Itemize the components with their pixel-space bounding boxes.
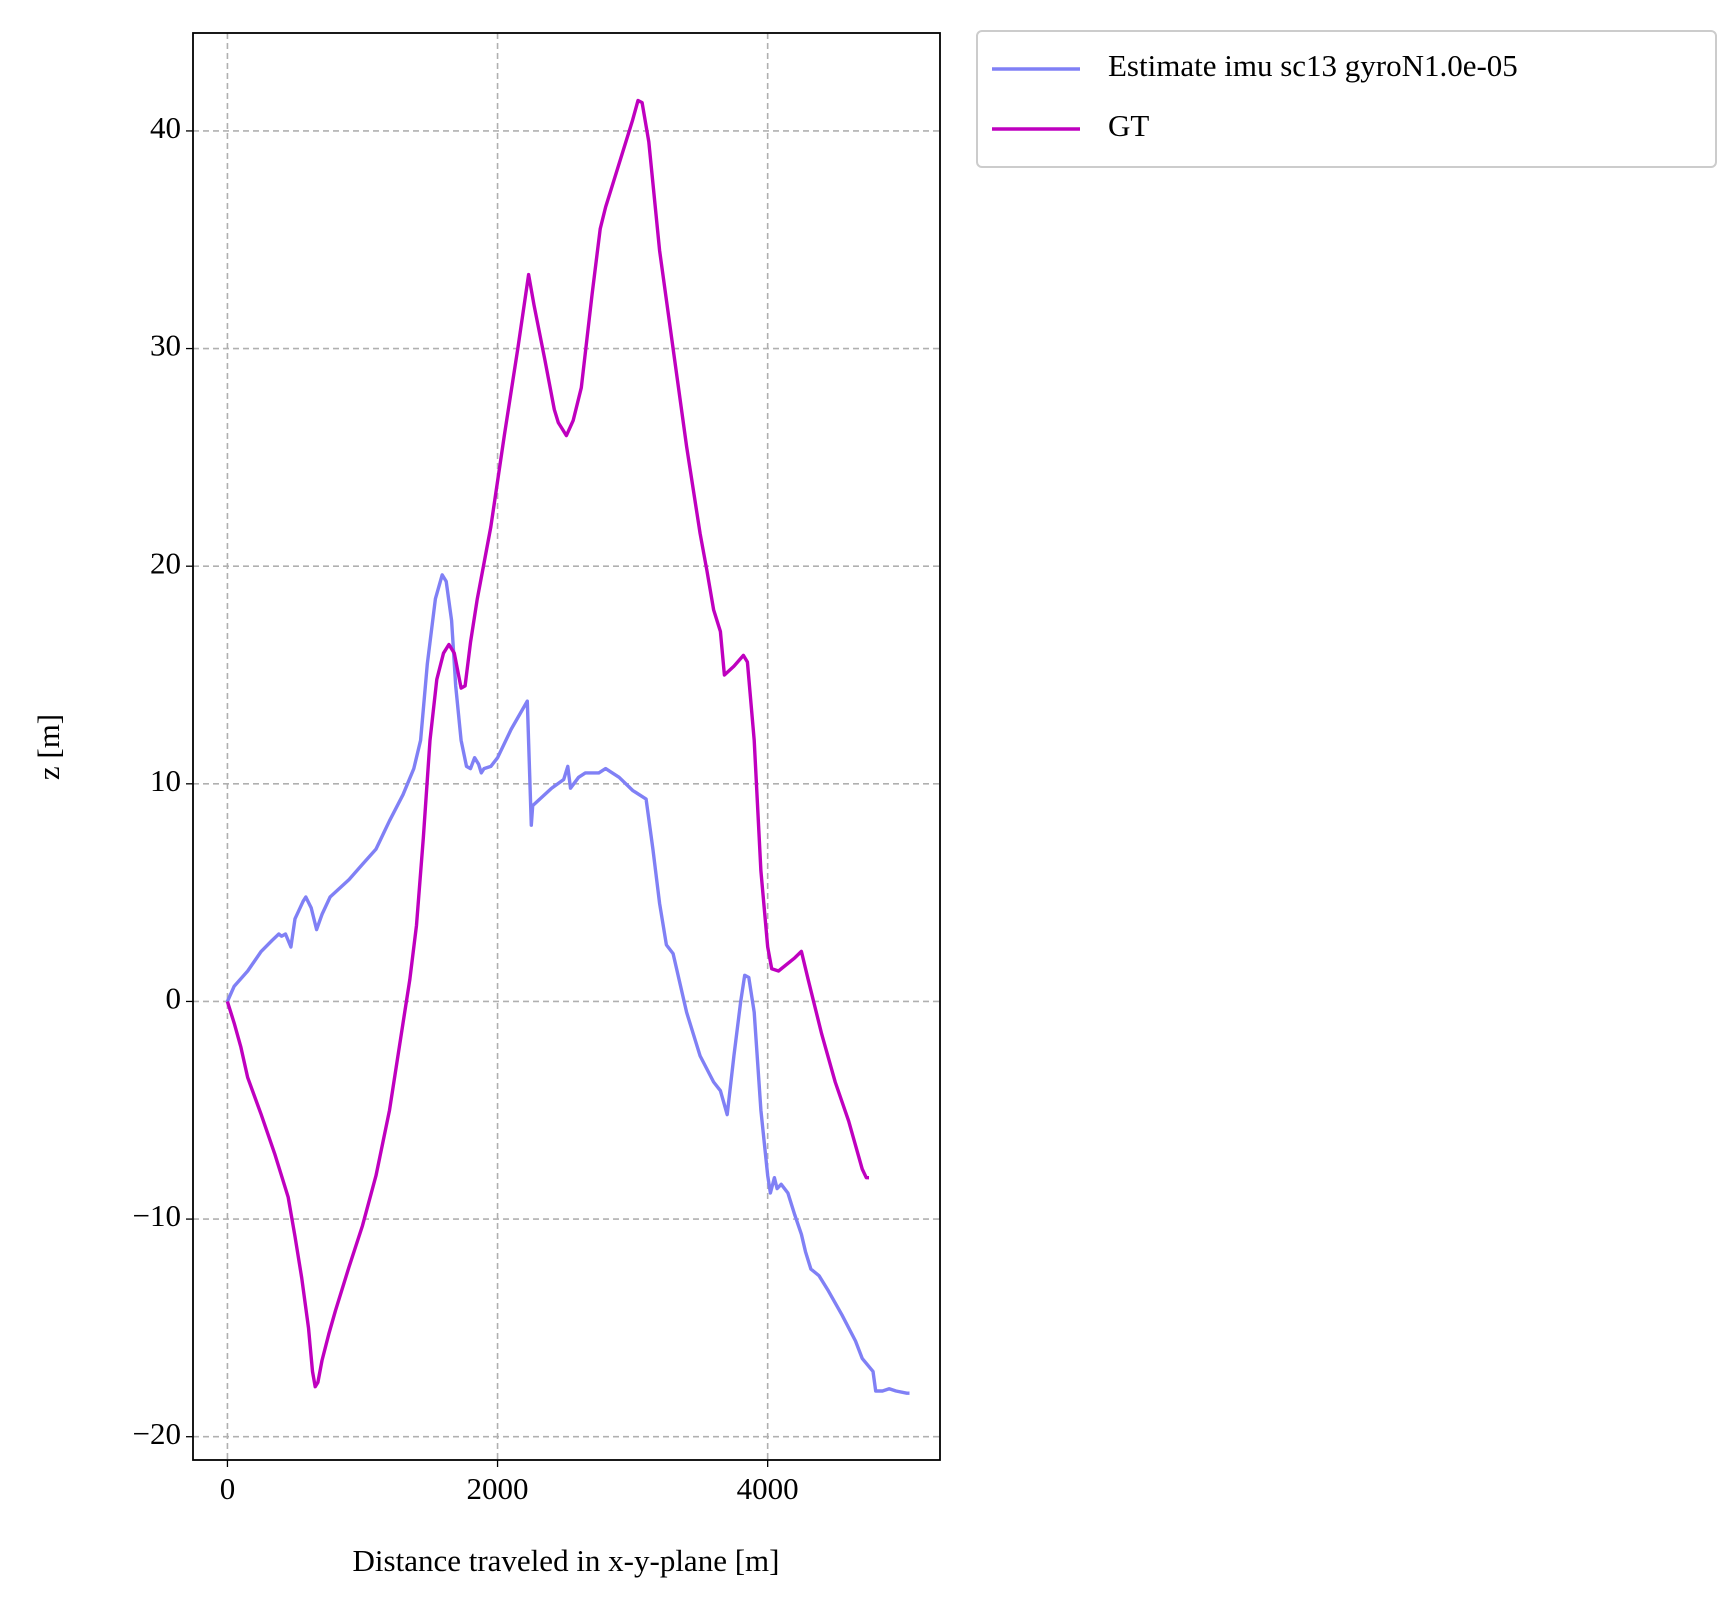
y-tick-label: 0 [166, 981, 182, 1016]
x-tick-label: 2000 [467, 1471, 529, 1506]
legend-box [976, 30, 1717, 168]
y-tick-label: −10 [133, 1198, 181, 1233]
x-tick-label: 0 [220, 1471, 236, 1506]
data-line [225, 98, 869, 1389]
y-axis-label: z [m] [31, 714, 66, 780]
legend-label: GT [1108, 108, 1149, 143]
y-tick-label: 40 [150, 110, 181, 145]
y-tick-label: 20 [150, 545, 181, 580]
x-axis-label: Distance traveled in x-y-plane [m] [353, 1543, 780, 1578]
x-tick-label: 4000 [737, 1471, 799, 1506]
plot-frame [192, 32, 941, 1461]
data-line [225, 573, 910, 1395]
y-tick-label: 10 [150, 763, 181, 798]
y-tick-label: 30 [150, 328, 181, 363]
legend-label: Estimate imu sc13 gyroN1.0e-05 [1108, 48, 1518, 83]
y-tick-label: −20 [133, 1416, 181, 1451]
